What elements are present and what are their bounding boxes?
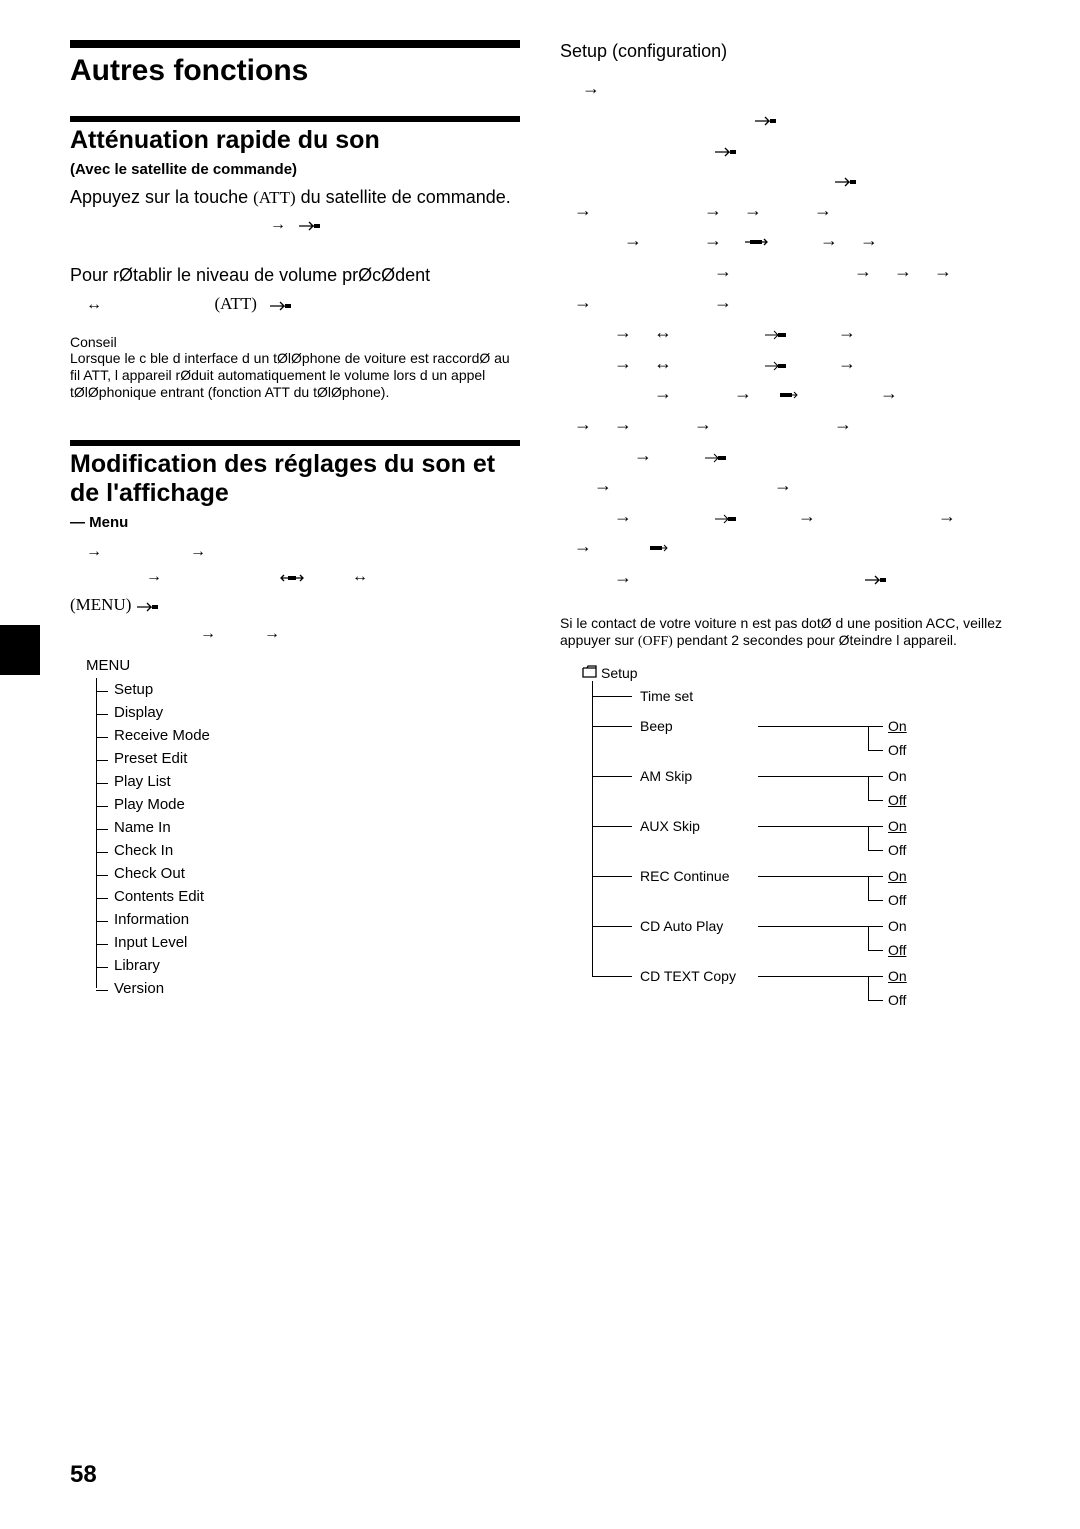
setup-option-label: Beep	[610, 718, 758, 734]
note-acc: Si le contact de votre voiture n est pas…	[560, 615, 1010, 651]
option-on: On	[888, 968, 907, 984]
text-fragment: du satellite de commande.	[301, 187, 511, 207]
menu-tree-item: Receive Mode	[110, 724, 520, 747]
menu-tree-item: Setup	[110, 678, 520, 701]
menu-tree-item: Name In	[110, 816, 520, 839]
option-off: Off	[888, 942, 906, 958]
setup-tree: Setup Time setBeepOnOffAM SkipOnOffAUX S…	[560, 665, 1010, 1011]
setup-option-values: On Off	[758, 918, 948, 962]
arrow-sequence: →→	[200, 621, 520, 647]
menu-tree-item: Input Level	[110, 931, 520, 954]
option-off: Off	[888, 992, 906, 1008]
setup-option-label: Time set	[610, 688, 758, 704]
option-off: Off	[888, 892, 906, 908]
setup-tree-row: REC Continue On Off	[606, 861, 1010, 911]
menu-tree-item: Contents Edit	[110, 885, 520, 908]
arrow-sequence: ↔ (ATT)	[86, 290, 520, 320]
left-column: Autres fonctions Atténuation rapide du s…	[70, 40, 520, 1011]
menu-tree: MENU SetupDisplayReceive ModePreset Edit…	[70, 657, 520, 1000]
text-fragment: pendant 2 secondes pour Øteindre l appar…	[677, 632, 957, 648]
setup-option-values: On Off	[758, 818, 948, 862]
option-on: On	[888, 818, 907, 834]
setup-tree-row: Time set	[606, 681, 1010, 711]
setup-option-values: On Off	[758, 768, 948, 812]
arrow-sequence: (MENU)	[70, 594, 520, 617]
arrow-diagram: → →→→→ →→→→ →→→→ →→ →↔→ →↔→ →→→ →→→→ → →…	[560, 67, 1010, 593]
setup-option-label: AM Skip	[610, 768, 758, 784]
menu-tree-root: MENU	[86, 657, 520, 674]
menu-tree-item: Preset Edit	[110, 747, 520, 770]
button-label-att: (ATT)	[214, 294, 256, 313]
rule-bar	[70, 40, 520, 48]
setup-tree-row: AUX Skip On Off	[606, 811, 1010, 861]
setup-root-label: Setup	[601, 665, 638, 681]
setup-tree-row: Beep On Off	[606, 711, 1010, 761]
heading-attenuation: Atténuation rapide du son	[70, 126, 520, 155]
setup-tree-row: CD TEXT Copy On Off	[606, 961, 1010, 1011]
menu-tree-item: Display	[110, 701, 520, 724]
text-fragment: Appuyez sur la touche	[70, 187, 253, 207]
menu-tree-item: Check Out	[110, 862, 520, 885]
menu-tree-item: Library	[110, 954, 520, 977]
option-on: On	[888, 868, 907, 884]
setup-option-label: REC Continue	[610, 868, 758, 884]
menu-tree-item: Check In	[110, 839, 520, 862]
setup-option-values: On Off	[758, 868, 948, 912]
rule-bar	[70, 440, 520, 446]
arrow-sequence: →	[270, 212, 520, 240]
folder-icon	[582, 665, 597, 681]
setup-tree-row: CD Auto Play On Off	[606, 911, 1010, 961]
heading-main: Autres fonctions	[70, 54, 520, 88]
option-on: On	[888, 718, 907, 734]
tip-body: Lorsque le c ble d interface d un tØlØph…	[70, 350, 520, 400]
arrow-sequence: →→ →↔	[86, 539, 520, 590]
setup-tree-row: AM Skip On Off	[606, 761, 1010, 811]
heading-setup-config: Setup (configuration)	[560, 40, 1010, 63]
subhead-satellite: (Avec le satellite de commande)	[70, 161, 520, 178]
button-label-att: (ATT)	[253, 188, 295, 207]
rule-bar	[70, 116, 520, 122]
heading-modification: Modification des réglages du son et de l…	[70, 450, 520, 508]
setup-tree-root: Setup	[582, 665, 1010, 681]
button-label-off: (OFF)	[638, 634, 673, 649]
setup-option-label: CD TEXT Copy	[610, 968, 758, 984]
button-label-menu: (MENU)	[70, 595, 131, 614]
right-column: Setup (configuration) → →→→→ →→→→ →→→→ →…	[560, 40, 1010, 1011]
tip-label: Conseil	[70, 334, 520, 350]
subhead-menu: — Menu	[70, 514, 520, 531]
option-off: Off	[888, 842, 906, 858]
setup-option-values: On Off	[758, 718, 948, 762]
option-off: Off	[888, 792, 906, 808]
menu-tree-item: Information	[110, 908, 520, 931]
paragraph: Pour rØtablir le niveau de volume prØcØd…	[70, 264, 520, 287]
menu-tree-item: Version	[110, 977, 520, 1000]
menu-tree-item: Play List	[110, 770, 520, 793]
setup-option-label: AUX Skip	[610, 818, 758, 834]
option-on: On	[888, 768, 907, 784]
setup-option-label: CD Auto Play	[610, 918, 758, 934]
paragraph: Appuyez sur la touche (ATT) du satellite…	[70, 186, 520, 209]
setup-option-values: On Off	[758, 968, 948, 1012]
menu-tree-item: Play Mode	[110, 793, 520, 816]
option-on: On	[888, 918, 907, 934]
option-off: Off	[888, 742, 906, 758]
page-number: 58	[70, 1461, 97, 1489]
tip-block: Conseil Lorsque le c ble d interface d u…	[70, 334, 520, 400]
